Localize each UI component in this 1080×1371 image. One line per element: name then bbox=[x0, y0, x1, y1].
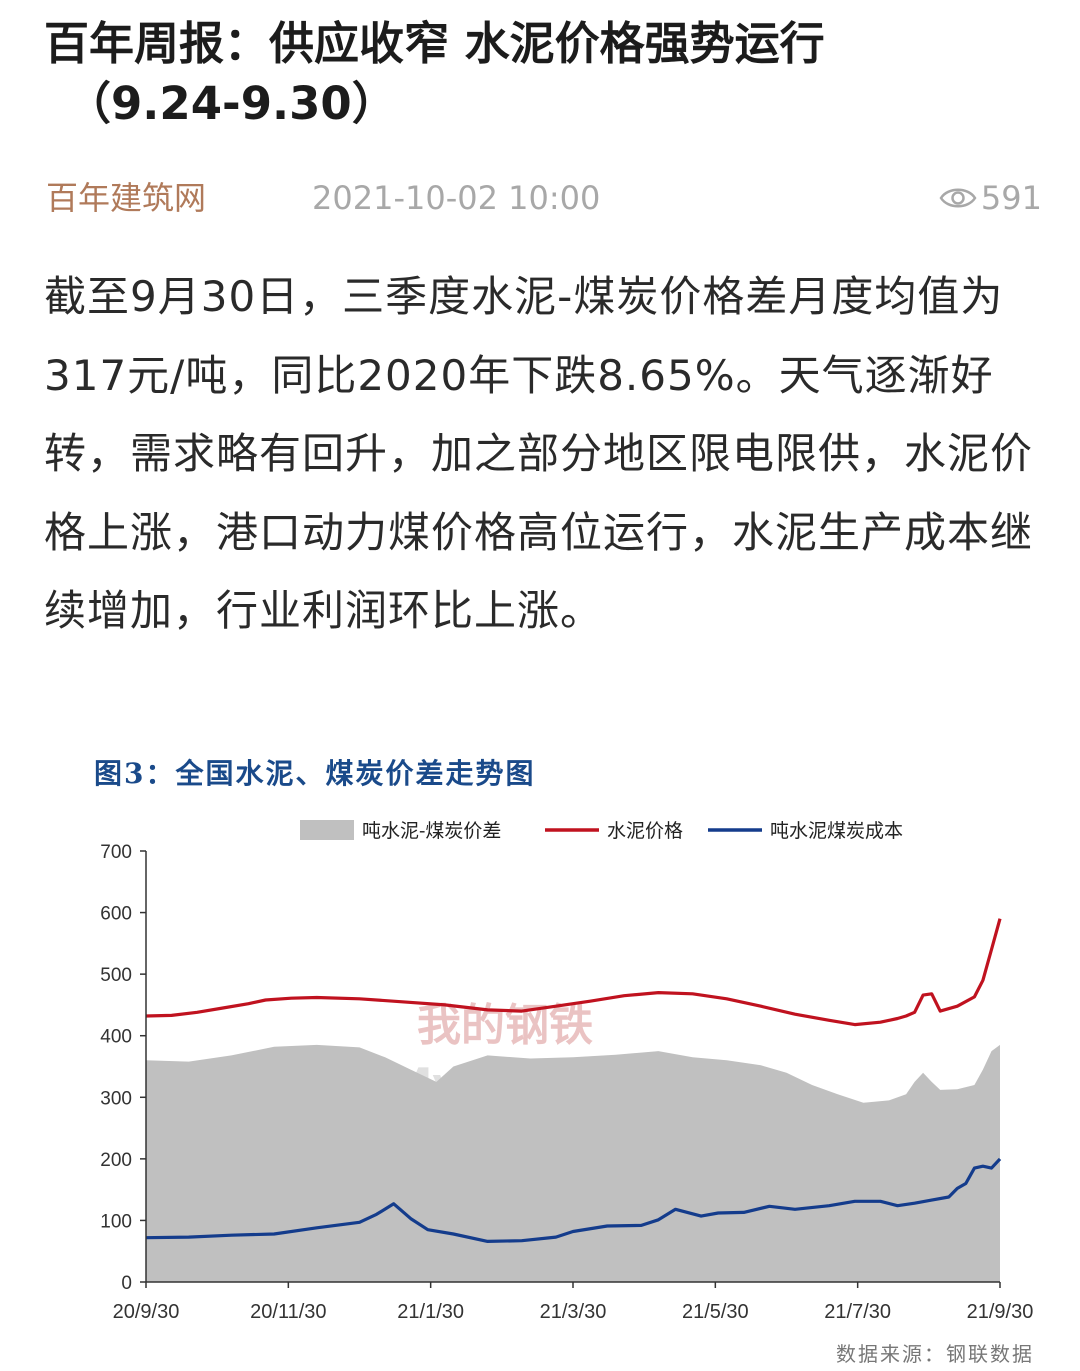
chart-title: 图3：全国水泥、煤炭价差走势图 bbox=[94, 757, 536, 790]
y-tick-label: 400 bbox=[100, 1027, 132, 1048]
y-tick-label: 300 bbox=[100, 1088, 132, 1109]
y-tick-label: 100 bbox=[100, 1211, 132, 1232]
series-area-spread bbox=[146, 1044, 1000, 1282]
legend-item-coal-cost-label: 吨水泥煤炭成本 bbox=[770, 820, 903, 842]
legend-item-spread-label: 吨水泥-煤炭价差 bbox=[362, 820, 501, 842]
view-count-value: 591 bbox=[980, 179, 1042, 217]
article-title-line2: （9.24-9.30） bbox=[66, 77, 397, 130]
article-title: 百年周报：供应收窄 水泥价格强势运行 （9.24-9.30） bbox=[44, 14, 1044, 134]
x-tick-label: 21/5/30 bbox=[682, 1301, 749, 1323]
chart-source-note: 数据来源：钢联数据 bbox=[836, 1342, 1034, 1366]
source-link[interactable]: 百年建筑网 bbox=[46, 179, 207, 217]
x-tick-label: 21/3/30 bbox=[540, 1301, 607, 1323]
y-tick-label: 700 bbox=[100, 842, 132, 863]
x-tick-label: 21/7/30 bbox=[824, 1301, 891, 1323]
publish-date: 2021-10-02 10:00 bbox=[312, 179, 601, 217]
view-count: 591 bbox=[939, 176, 1042, 220]
x-tick-label: 21/1/30 bbox=[397, 1301, 464, 1323]
series-line-cement-price bbox=[145, 918, 1002, 1027]
eye-icon bbox=[939, 188, 977, 208]
chart-figure: 图3：全国水泥、煤炭价差走势图 我的钢铁Mysteel.com010020030… bbox=[0, 740, 1080, 1371]
y-tick-label: 200 bbox=[100, 1150, 132, 1171]
y-tick-label: 600 bbox=[100, 904, 132, 925]
spread-chart: 我的钢铁Mysteel.com010020030040050060070020/… bbox=[100, 820, 1034, 1323]
article-body: 截至9月30日，三季度水泥-煤炭价格差月度均值为317元/吨，同比2020年下跌… bbox=[44, 272, 1034, 635]
legend-item-spread-swatch bbox=[300, 820, 354, 840]
article-meta: 百年建筑网 2021-10-02 10:00 591 bbox=[46, 176, 1042, 220]
y-tick-label: 0 bbox=[121, 1273, 132, 1294]
article-title-line1: 百年周报：供应收窄 水泥价格强势运行 bbox=[44, 17, 825, 70]
x-tick-label: 20/9/30 bbox=[113, 1301, 180, 1323]
y-tick-label: 500 bbox=[100, 965, 132, 986]
x-tick-label: 20/11/30 bbox=[250, 1301, 326, 1323]
x-tick-label: 21/9/30 bbox=[967, 1301, 1034, 1323]
watermark-logo-cn: 我的钢铁 bbox=[417, 1000, 593, 1051]
series-line-coal-cost bbox=[145, 1157, 1002, 1243]
legend-item-cement-price-label: 水泥价格 bbox=[607, 820, 683, 842]
